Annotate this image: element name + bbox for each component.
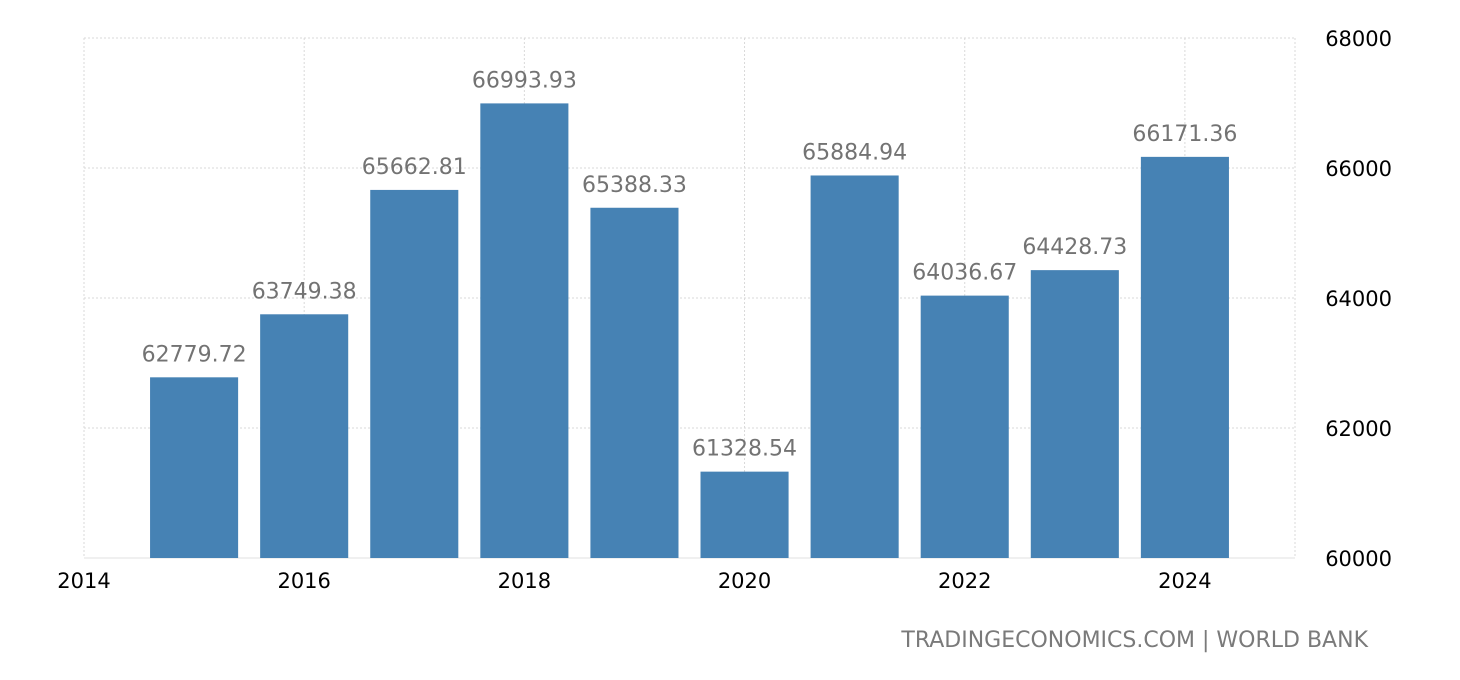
y-tick-label: 64000: [1325, 287, 1392, 311]
bar-2024: [1140, 156, 1229, 558]
x-tick-label: 2024: [1158, 569, 1211, 593]
bar-2023: [1030, 270, 1119, 558]
bar-2019: [590, 207, 679, 558]
data-label-2022: 64036.67: [912, 261, 1017, 286]
y-axis: 60000 62000 64000 66000 68000: [1325, 27, 1392, 571]
y-tick-label: 66000: [1325, 157, 1392, 181]
data-label-2015: 62779.72: [142, 342, 247, 367]
x-tick-label: 2014: [57, 569, 110, 593]
data-label-2024: 66171.36: [1132, 122, 1237, 147]
x-tick-label: 2022: [938, 569, 991, 593]
bar-2016: [260, 314, 349, 558]
data-label-2020: 61328.54: [692, 437, 797, 462]
data-label-2018: 66993.93: [472, 68, 577, 93]
y-tick-label: 62000: [1325, 417, 1392, 441]
x-tick-label: 2020: [718, 569, 771, 593]
bar-2018: [480, 103, 569, 559]
bar-2021: [810, 175, 899, 559]
x-tick-label: 2016: [277, 569, 330, 593]
x-axis: 2014 2016 2018 2020 2022 2024: [57, 569, 1211, 593]
bar-2020: [700, 471, 789, 558]
chart-data-labels: 62779.72 63749.38 65662.81 66993.93 65388.33…: [142, 68, 1238, 461]
data-label-2016: 63749.38: [252, 279, 357, 304]
bar-2015: [150, 377, 239, 558]
bar-2022: [920, 295, 1009, 558]
bar-2017: [370, 189, 459, 558]
source-credit: TRADINGECONOMICS.COM | WORLD BANK: [901, 628, 1368, 653]
data-label-2017: 65662.81: [362, 155, 467, 180]
x-tick-label: 2018: [498, 569, 551, 593]
data-label-2023: 64428.73: [1022, 235, 1127, 260]
y-tick-label: 68000: [1325, 27, 1392, 51]
chart-bars: [150, 103, 1229, 559]
y-tick-label: 60000: [1325, 547, 1392, 571]
data-label-2021: 65884.94: [802, 140, 907, 165]
data-label-2019: 65388.33: [582, 173, 687, 198]
